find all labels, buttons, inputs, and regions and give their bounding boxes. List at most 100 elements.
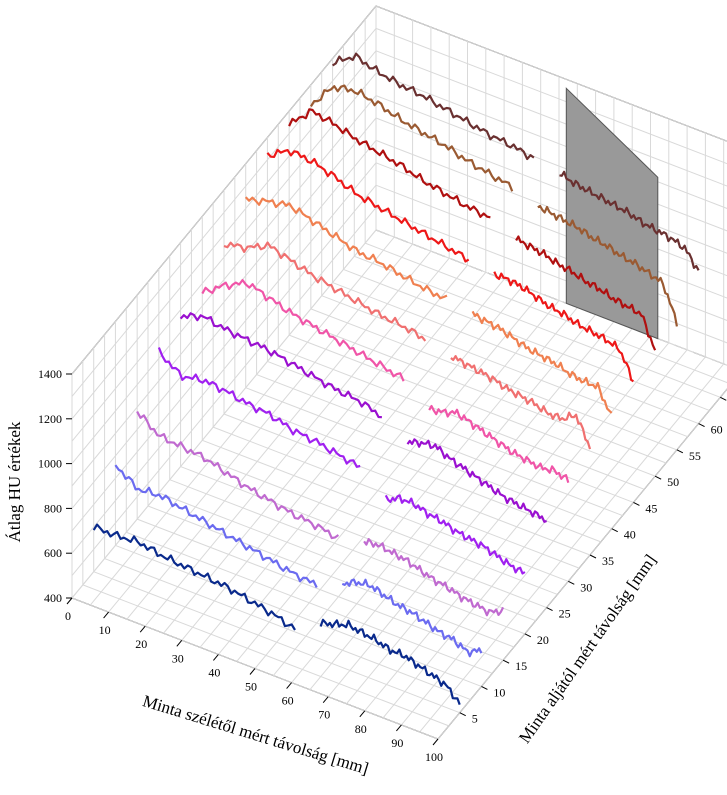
y-tick-label: 50 bbox=[667, 475, 679, 489]
left-wall-grid-line bbox=[71, 72, 377, 442]
y-tick bbox=[698, 423, 705, 428]
y-tick bbox=[676, 449, 684, 454]
left-wall-grid-line bbox=[71, 184, 377, 554]
floor-grid-line bbox=[82, 584, 450, 727]
floor-grid-line bbox=[169, 479, 536, 622]
series-line bbox=[537, 204, 678, 327]
series-line bbox=[266, 148, 470, 263]
left-wall-grid-line bbox=[71, 5, 377, 375]
series-line bbox=[428, 404, 570, 484]
floor-grid-line bbox=[158, 492, 526, 635]
x-tick-label: 0 bbox=[65, 609, 71, 623]
chart-series bbox=[92, 52, 700, 705]
floor-grid-line bbox=[126, 531, 493, 674]
y-tick-label: 10 bbox=[493, 685, 505, 699]
y-tick-label: 40 bbox=[624, 528, 636, 542]
x-tick bbox=[286, 682, 292, 689]
y-tick-label: 15 bbox=[515, 659, 527, 673]
left-wall-grid-line bbox=[71, 229, 377, 599]
y-tick bbox=[481, 685, 488, 690]
floor-grid-line bbox=[332, 282, 699, 425]
x-tick bbox=[322, 696, 329, 704]
back-wall-grid-line bbox=[375, 50, 727, 187]
series-line bbox=[471, 310, 613, 414]
series-line bbox=[179, 312, 382, 419]
x-tick bbox=[66, 597, 73, 605]
z-tick-label: 1200 bbox=[38, 412, 62, 426]
back-wall-grid-line bbox=[375, 95, 727, 232]
floor-grid-line bbox=[364, 242, 727, 384]
y-tick bbox=[524, 633, 532, 638]
floor-grid-line bbox=[147, 505, 515, 648]
y-tick-label: 45 bbox=[645, 501, 657, 515]
back-wall-grid-line bbox=[375, 27, 727, 165]
floor-grid-line bbox=[115, 544, 482, 687]
left-wall-grid-line bbox=[71, 162, 377, 532]
chart-ticks: 0 10 20 30 40 50 60 70 80 90 100 5 10 15 20 25 30 35 40 45 5… bbox=[38, 367, 727, 764]
z-tick-label: 1400 bbox=[38, 367, 62, 381]
y-tick bbox=[611, 528, 618, 533]
x-tick-label: 60 bbox=[282, 694, 294, 708]
series-line bbox=[114, 464, 318, 588]
y-tick bbox=[720, 396, 727, 401]
left-wall-grid-line bbox=[71, 207, 377, 576]
series-line bbox=[157, 347, 361, 468]
back-wall-grid-line bbox=[375, 207, 727, 344]
shaded-region bbox=[565, 87, 659, 340]
y-tick bbox=[568, 580, 575, 585]
floor-grid-line bbox=[245, 387, 612, 530]
back-wall-grid-line bbox=[375, 184, 727, 321]
x-tick-label: 100 bbox=[425, 750, 443, 764]
y-tick-label: 35 bbox=[602, 554, 614, 568]
series-line bbox=[288, 108, 491, 219]
series-line bbox=[384, 494, 526, 575]
back-wall-grid-line bbox=[375, 139, 727, 277]
series-line bbox=[406, 438, 547, 523]
x-tick bbox=[176, 639, 183, 647]
series-line bbox=[493, 271, 635, 383]
y-tick-label: 60 bbox=[711, 423, 723, 437]
series-line bbox=[331, 52, 535, 161]
x-axis-title: Minta szélétől mért távolság [mm] bbox=[140, 691, 370, 778]
x-tick bbox=[249, 668, 256, 675]
series-line bbox=[341, 578, 483, 658]
x-tick bbox=[103, 611, 109, 619]
x-tick-label: 20 bbox=[135, 637, 147, 651]
left-wall-grid-line bbox=[71, 50, 377, 420]
x-tick-label: 50 bbox=[245, 680, 257, 694]
floor-grid-line bbox=[180, 466, 547, 609]
y-tick bbox=[502, 659, 510, 664]
y-tick-label: 55 bbox=[689, 449, 701, 463]
floor-grid-line bbox=[354, 255, 721, 398]
y-tick-label: 5 bbox=[472, 712, 478, 726]
y-tick bbox=[633, 501, 640, 506]
y-tick bbox=[589, 554, 597, 559]
series-line bbox=[559, 170, 700, 271]
x-tick-label: 10 bbox=[99, 623, 111, 637]
y-tick bbox=[654, 475, 662, 480]
left-wall-grid-line bbox=[71, 95, 377, 464]
back-wall-grid-line bbox=[375, 229, 727, 366]
left-wall-grid-line bbox=[71, 140, 377, 509]
x-tick bbox=[396, 724, 402, 732]
y-tick bbox=[459, 712, 466, 717]
series-line bbox=[223, 241, 427, 342]
series-line bbox=[201, 279, 405, 382]
series-line bbox=[515, 235, 657, 351]
floor-grid-line bbox=[191, 452, 558, 595]
z-axis-title: Átlag HU értékek bbox=[5, 421, 24, 542]
z-tick-label: 600 bbox=[44, 546, 62, 560]
x-tick bbox=[139, 625, 146, 633]
x-tick-label: 70 bbox=[318, 708, 330, 722]
back-wall-grid-line bbox=[375, 72, 727, 209]
back-wall-grid-line bbox=[375, 5, 727, 142]
floor-grid-line bbox=[343, 268, 710, 411]
y-tick-label: 25 bbox=[559, 607, 571, 621]
series-line bbox=[244, 196, 448, 300]
z-tick-label: 400 bbox=[44, 591, 62, 605]
floor-grid-line bbox=[223, 413, 591, 556]
y-tick-label: 30 bbox=[580, 580, 592, 594]
left-wall-grid-line bbox=[71, 117, 377, 487]
